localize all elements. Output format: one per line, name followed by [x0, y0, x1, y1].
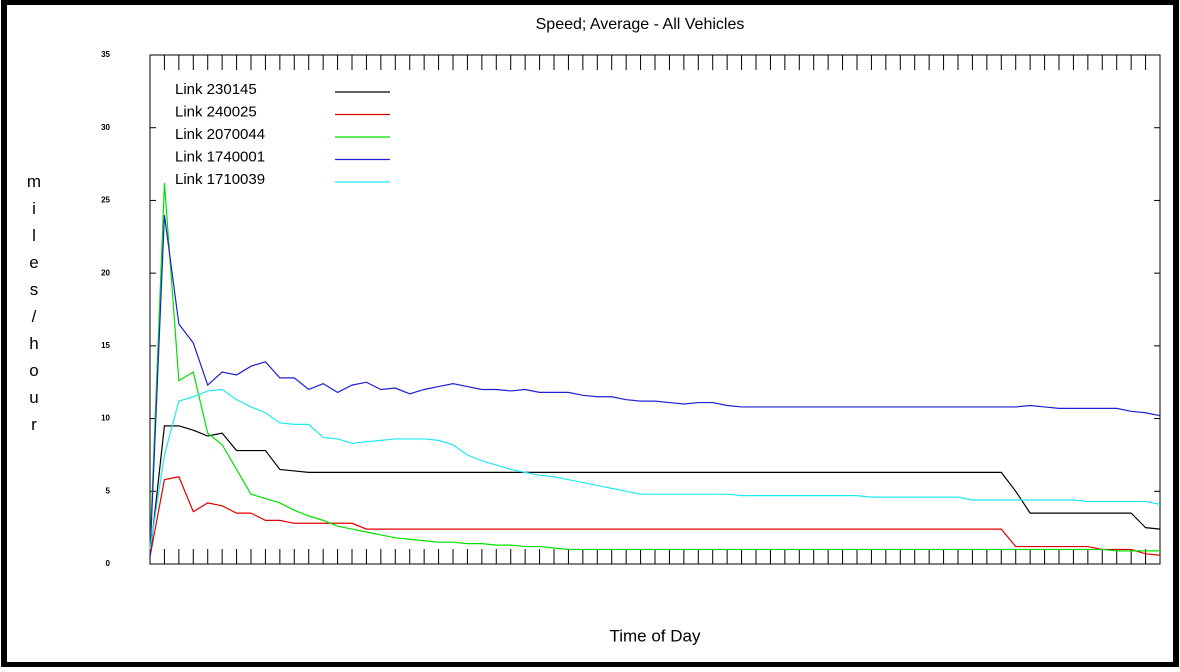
series-line: [149, 476, 1161, 557]
y-tick-label: 35: [101, 50, 110, 59]
y-tick-label: 5: [106, 486, 111, 495]
plot-frame: [149, 54, 1161, 565]
legend-label: Link 1710039: [175, 171, 265, 188]
series-line: [149, 388, 1161, 550]
y-tick-label: 25: [101, 196, 110, 205]
series-line: [149, 214, 1161, 557]
y-tick-label: 30: [101, 123, 110, 132]
chart-title: Speed; Average - All Vehicles: [536, 16, 745, 33]
series-line: [149, 425, 1161, 557]
legend-label: Link 230145: [175, 81, 257, 98]
legend-label: Link 2070044: [175, 126, 265, 143]
legend-label: Link 240025: [175, 103, 257, 120]
x-axis-label: Time of Day: [609, 626, 701, 645]
y-axis-label: miles/hour: [25, 172, 44, 442]
y-tick-label: 15: [101, 341, 110, 350]
y-tick-label: 10: [101, 414, 110, 423]
series-line: [149, 182, 1160, 552]
legend-label: Link 1740001: [175, 148, 265, 165]
y-tick-label: 0: [106, 559, 111, 568]
y-tick-label: 20: [101, 268, 110, 277]
